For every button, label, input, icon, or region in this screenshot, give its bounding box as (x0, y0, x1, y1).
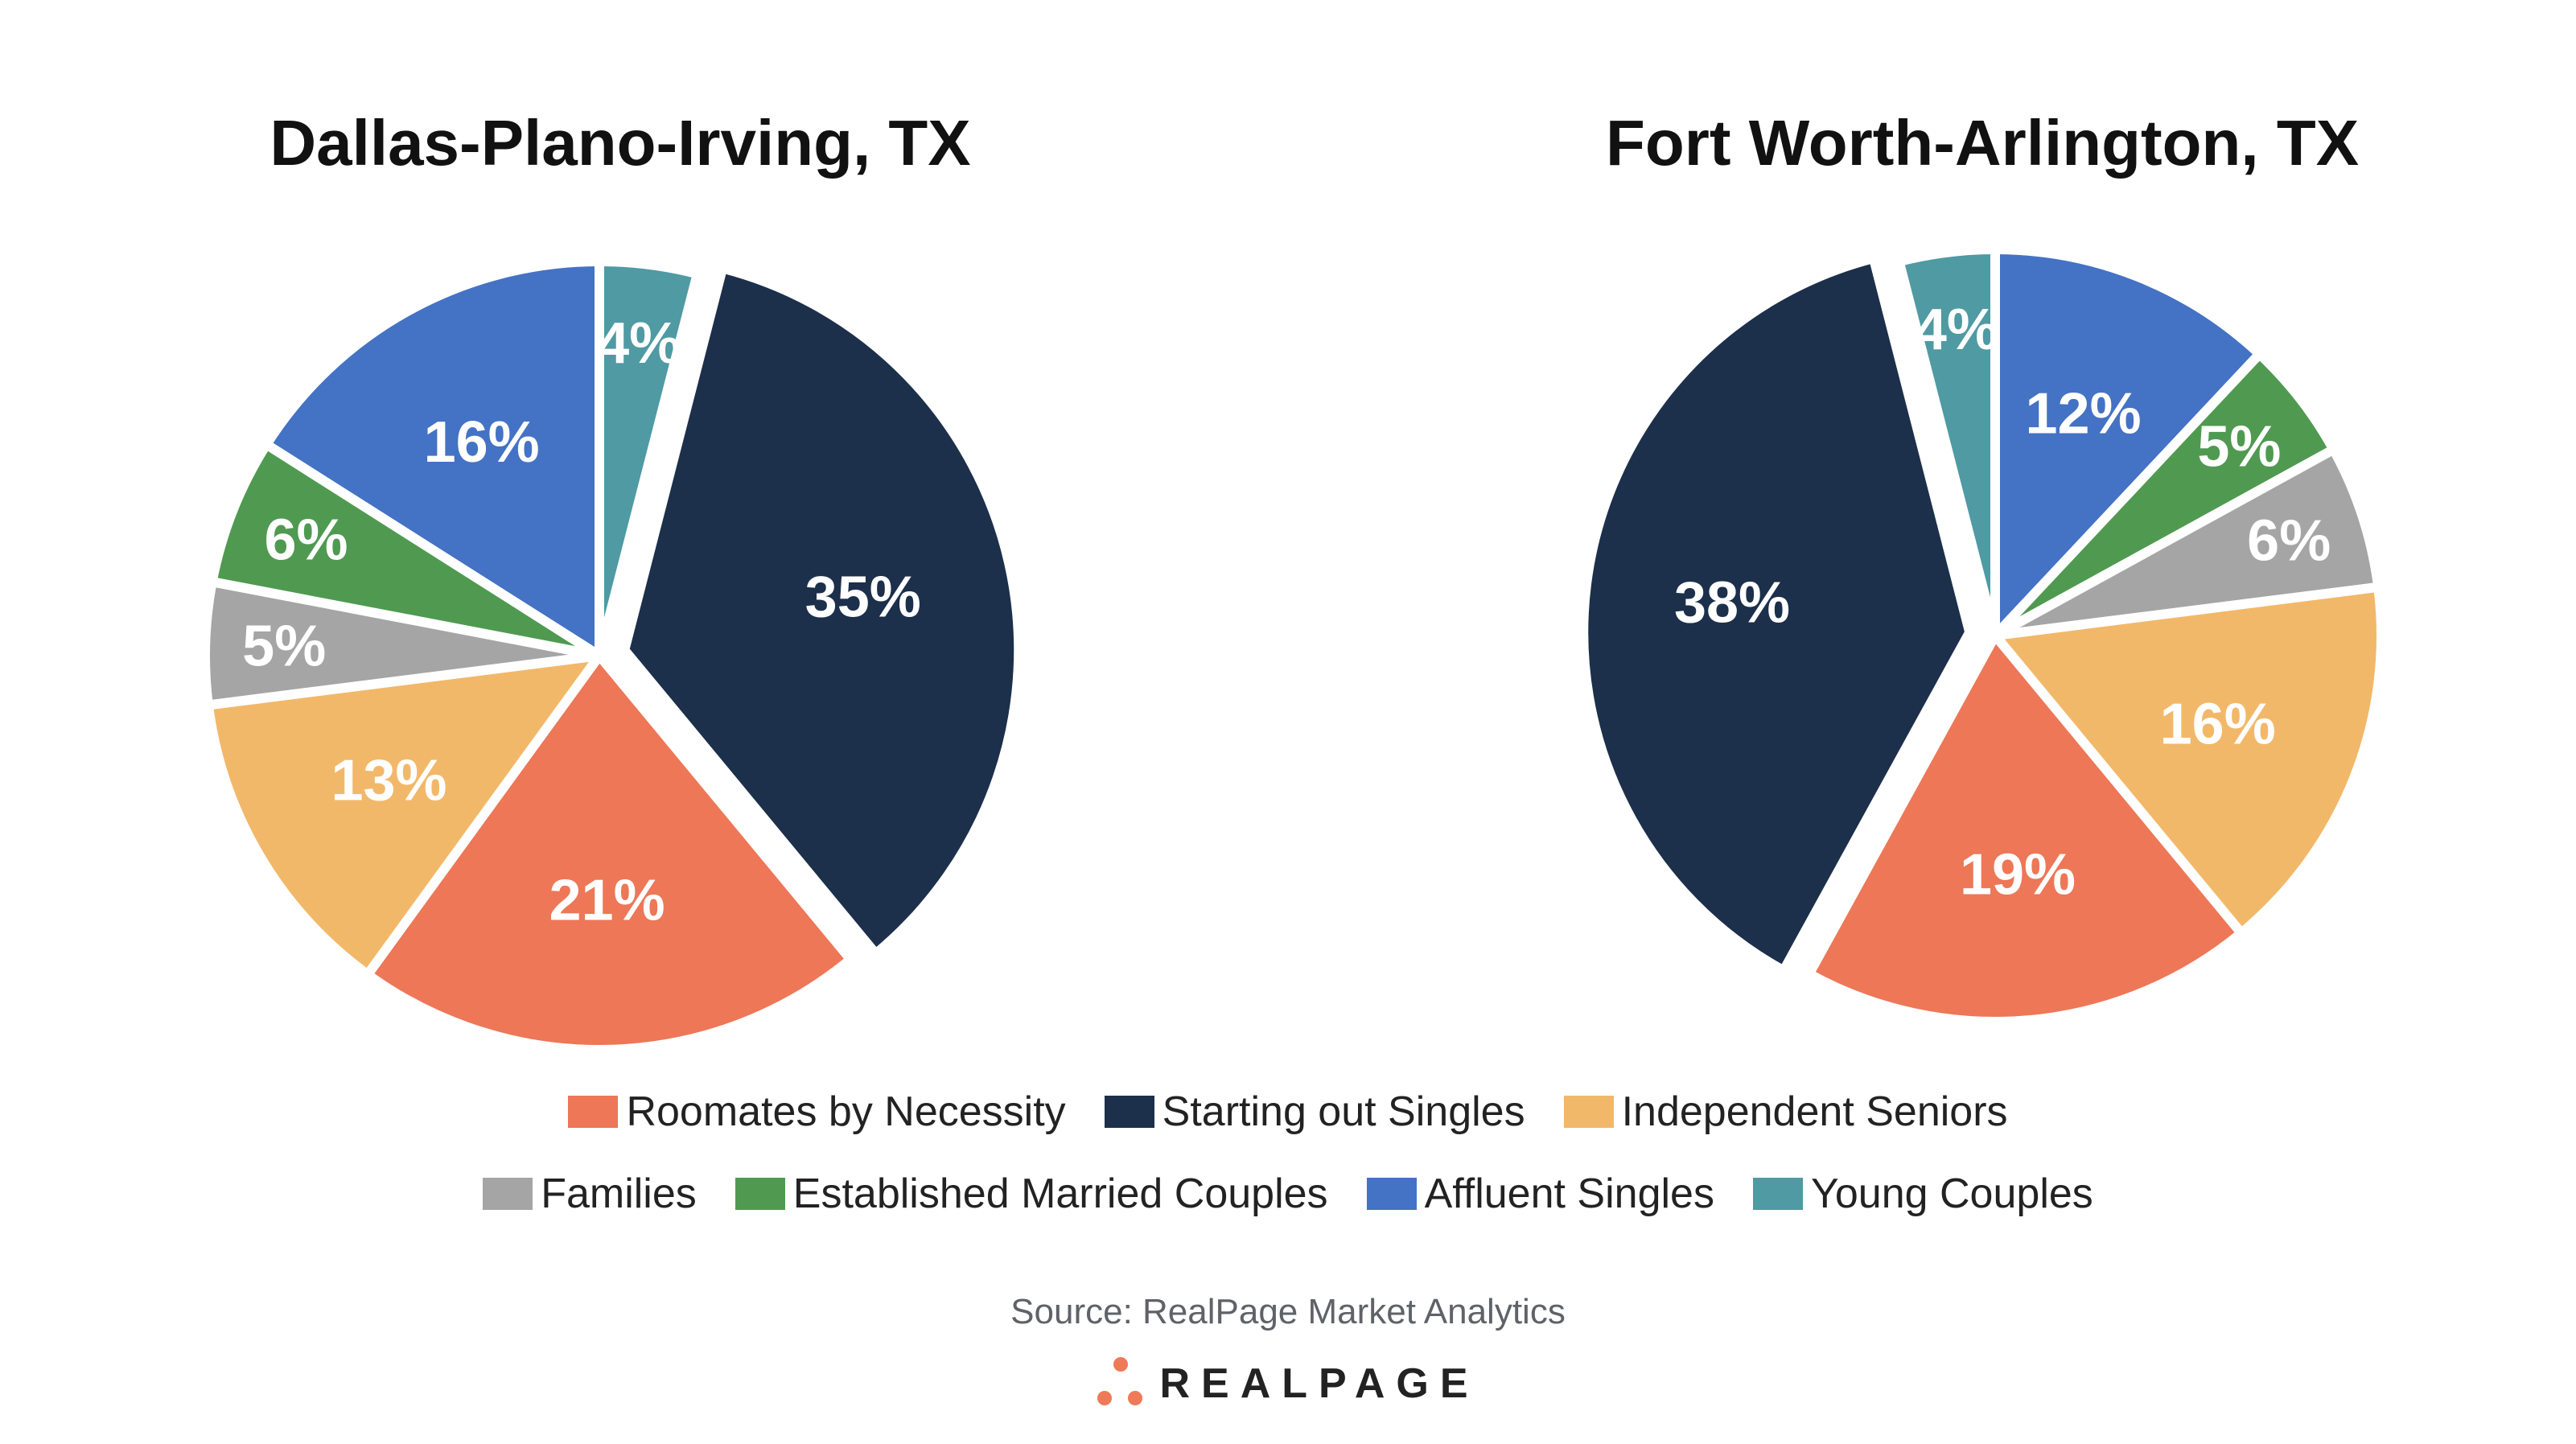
data-label: 12% (2025, 381, 2141, 446)
data-label: 19% (1960, 842, 2076, 907)
pie-slice-affluent-singles (261, 257, 604, 660)
pie-slice-starting-out-singles (619, 263, 1024, 959)
pie-slice-families (1990, 444, 2384, 640)
legend-item-young-couples: Young Couples (1752, 1170, 2093, 1218)
data-label: 4% (597, 311, 681, 376)
pie-slice-independent-seniors (1990, 582, 2386, 938)
data-label: 5% (2197, 415, 2281, 479)
data-label: 35% (805, 566, 921, 630)
legend-swatch (568, 1096, 619, 1128)
pie-slice-starting-out-singles (1578, 253, 1975, 976)
legend-label: Established Married Couples (792, 1170, 1328, 1217)
data-label: 38% (1674, 571, 1790, 636)
data-label: 5% (242, 615, 326, 679)
legend-item-established-married-couples: Established Married Couples (735, 1170, 1328, 1218)
pie-slice-established-married-couples (207, 439, 604, 660)
logo-dots-icon (1097, 1357, 1143, 1405)
data-label: 6% (2247, 508, 2331, 573)
logo-text: REALPAGE (1159, 1360, 1479, 1407)
source-note: Source: RealPage Market Analytics (1010, 1292, 1566, 1331)
data-label: 21% (549, 869, 665, 933)
legend-item-independent-seniors: Independent Seniors (1563, 1088, 2008, 1136)
legend-item-starting-out-singles: Starting out Singles (1104, 1088, 1525, 1136)
legend-row-2: Families Established Married Couples Afflu… (0, 1170, 2576, 1218)
data-label: 16% (424, 410, 540, 475)
legend-label: Independent Seniors (1621, 1088, 2008, 1135)
chart-title: Dallas-Plano-Irving, TX (270, 107, 970, 179)
legend-swatch (1752, 1178, 1803, 1210)
legend-label: Young Couples (1810, 1170, 2093, 1217)
data-label: 6% (264, 508, 348, 573)
legend-label: Roomates by Necessity (626, 1088, 1066, 1135)
chart-title: Fort Worth-Arlington, TX (1606, 107, 2359, 179)
legend-item-families: Families (483, 1170, 697, 1218)
legend-label: Affluent Singles (1424, 1170, 1714, 1217)
legend-swatch (735, 1178, 785, 1210)
data-label: 4% (1915, 298, 1998, 362)
legend-label: Families (541, 1170, 697, 1217)
legend-swatch (483, 1178, 533, 1210)
legend-swatch (1366, 1178, 1417, 1210)
pie-slice-affluent-singles (1990, 245, 2265, 640)
data-label: 13% (331, 749, 446, 813)
pie-slice-roomates-by-necessity (1804, 631, 2246, 1026)
legend-row-1: Roomates by Necessity Starting out Single… (0, 1088, 2576, 1136)
legend-item-roomates-by-necessity: Roomates by Necessity (568, 1088, 1066, 1136)
data-label: 16% (2160, 693, 2276, 757)
legend-swatch (1104, 1096, 1154, 1128)
pie-slice-young-couples (1894, 245, 2000, 640)
realpage-logo: REALPAGE (0, 1356, 2576, 1408)
legend-label: Starting out Singles (1162, 1088, 1525, 1135)
pie-slice-independent-seniors (203, 651, 604, 980)
legend-item-affluent-singles: Affluent Singles (1366, 1170, 1714, 1218)
legend-swatch (1563, 1096, 1614, 1128)
pie-slice-roomates-by-necessity (362, 651, 856, 1055)
